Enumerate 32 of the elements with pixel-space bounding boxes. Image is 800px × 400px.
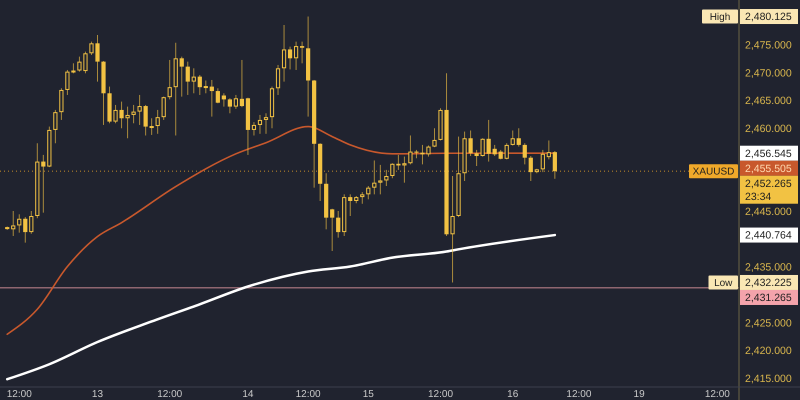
x-tick-label: 16 xyxy=(507,389,519,400)
line-series xyxy=(6,234,556,380)
text: 2,455.505 xyxy=(745,162,792,175)
ref-line-label: XAUUSD xyxy=(692,166,734,178)
y-tick-label: 2,445.000 xyxy=(745,206,792,218)
text: 23:34 xyxy=(745,190,772,203)
text: 2,452.265 xyxy=(745,178,792,190)
text: 2,456.545 xyxy=(745,148,792,160)
text: 2,440.764 xyxy=(745,230,792,242)
y-tick-label: 2,470.000 xyxy=(745,67,792,80)
x-tick-label: 12:00 xyxy=(566,389,592,400)
ref-line-label: 2,431.265 xyxy=(745,292,792,304)
y-tick-label: 2,415.000 xyxy=(745,372,792,385)
text: 2,480.125 xyxy=(745,11,792,24)
y-tick-label: 2,435.000 xyxy=(745,262,792,274)
y-tick-label: 2,425.000 xyxy=(745,317,792,330)
x-tick-label: 12:00 xyxy=(296,389,322,400)
x-tick-label: 19 xyxy=(634,389,646,400)
y-tick-label: 2,475.000 xyxy=(745,40,792,52)
annotation: High xyxy=(710,12,730,24)
x-tick-label: 12:00 xyxy=(157,389,183,400)
y-tick-label: 2,465.000 xyxy=(745,95,792,108)
x-tick-label: 12:00 xyxy=(704,389,730,400)
y-tick-label: 2,460.000 xyxy=(745,122,792,135)
x-tick-label: 13 xyxy=(92,389,104,400)
x-tick-label: 12:00 xyxy=(428,389,454,400)
text: 2,432.225 xyxy=(745,277,792,290)
y-tick-label: 2,420.000 xyxy=(745,345,792,358)
x-tick-label: 12:00 xyxy=(6,389,32,400)
x-tick-label: 15 xyxy=(362,389,374,400)
annotation: Low xyxy=(714,278,734,289)
x-tick-label: 14 xyxy=(242,389,254,400)
